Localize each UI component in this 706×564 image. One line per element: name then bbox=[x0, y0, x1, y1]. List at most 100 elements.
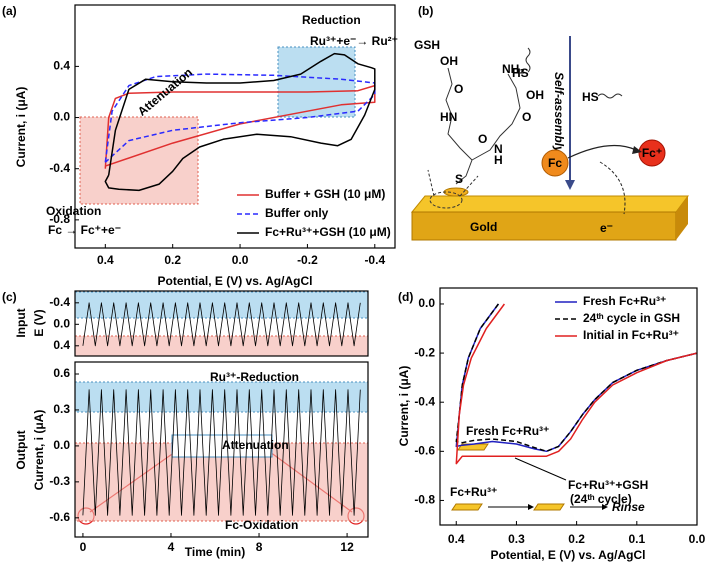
x-tick-label: 0.2 bbox=[164, 253, 181, 267]
highlight-region bbox=[74, 381, 369, 413]
molecule-name: GSH bbox=[414, 38, 440, 52]
annotation: Fc+Ru³⁺+GSH bbox=[568, 478, 648, 492]
y-tick-label: -0.3 bbox=[49, 474, 70, 488]
gold-front bbox=[411, 211, 677, 241]
mediator-label: Fc⁺ bbox=[642, 146, 662, 160]
y-tick-label: -0.6 bbox=[49, 510, 70, 524]
series-line bbox=[455, 303, 698, 453]
structure-label: N bbox=[494, 142, 503, 156]
y-tick-label: -0.4 bbox=[414, 394, 435, 408]
gold-side bbox=[676, 196, 688, 240]
series-line bbox=[82, 389, 361, 516]
x-tick-label: 0.0 bbox=[232, 253, 249, 267]
legend-label: Buffer only bbox=[265, 206, 329, 220]
x-tick-label: 0.4 bbox=[97, 253, 114, 267]
zoom-line bbox=[459, 175, 479, 197]
y-axis-label: Current, i (μA) bbox=[32, 410, 46, 491]
structure-label: HN bbox=[440, 110, 457, 124]
arrow-head bbox=[528, 504, 534, 510]
y-tick-label: 0.4 bbox=[53, 338, 70, 352]
y-tick-label: -0.8 bbox=[414, 493, 435, 507]
mediator-circle bbox=[638, 139, 666, 167]
annotation: Oxidation bbox=[46, 204, 101, 218]
y-tick-label: 0.4 bbox=[53, 59, 70, 73]
structure-bond bbox=[445, 67, 473, 185]
structure-label: O bbox=[522, 110, 531, 124]
panel-label: (a) bbox=[2, 4, 17, 18]
structure-label: S bbox=[455, 172, 463, 186]
annotation: Reduction bbox=[302, 13, 361, 27]
x-tick-label: 0.0 bbox=[689, 532, 706, 546]
gold-chip bbox=[451, 503, 483, 511]
y-axis-label: Current, i (μA) bbox=[397, 366, 411, 447]
annotation: Fresh Fc+Ru³⁺ bbox=[466, 424, 549, 438]
x-tick-label: 0 bbox=[80, 540, 87, 554]
x-tick-label: 8 bbox=[256, 540, 263, 554]
y-tick-label: 0.0 bbox=[53, 316, 70, 330]
annotation: Attenuation bbox=[222, 438, 289, 452]
structure-label: H bbox=[494, 153, 503, 167]
y-tick-label: 0.3 bbox=[53, 402, 70, 416]
highlight-region bbox=[79, 116, 199, 205]
annotation: Ru³⁺+e⁻→ Ru²⁺ bbox=[310, 34, 398, 48]
y-tick-label: 0.0 bbox=[53, 110, 70, 124]
highlight-region bbox=[277, 46, 356, 118]
pointer-line bbox=[514, 457, 567, 481]
x-tick-label: 0.2 bbox=[568, 532, 585, 546]
thiol-label: HS bbox=[582, 90, 599, 104]
gold-top bbox=[410, 195, 689, 213]
y-tick-label: -0.4 bbox=[49, 295, 70, 309]
annotation: Fc-Oxidation bbox=[225, 518, 298, 532]
series-line bbox=[455, 303, 698, 465]
plot-frame bbox=[439, 287, 698, 526]
legend-label: 24ᵗʰ cycle in GSH bbox=[583, 311, 680, 325]
diagram-b: Gold e⁻ GSH OH O HN O NH₂ OH O N H S HS … bbox=[410, 36, 689, 241]
structure-label: O bbox=[454, 82, 463, 96]
x-axis-label: Time (min) bbox=[185, 545, 245, 559]
series-line bbox=[104, 52, 376, 192]
x-tick-label: 0.4 bbox=[448, 532, 465, 546]
process-label: Self-assembly bbox=[552, 72, 566, 154]
x-axis-label: Potential, E (V) vs. Ag/AgCl bbox=[491, 548, 646, 562]
arrow-head bbox=[565, 180, 575, 190]
y-tick-label: -0.4 bbox=[49, 161, 70, 175]
arrow-head bbox=[632, 146, 642, 154]
y-tick-label: -0.8 bbox=[49, 212, 70, 226]
y-tick-label: -0.6 bbox=[414, 443, 435, 457]
panel-label: (b) bbox=[418, 4, 433, 18]
mediator-label: Fc bbox=[548, 156, 562, 170]
x-tick-label: 12 bbox=[340, 540, 354, 554]
y-axis-label: Current, i (μA) bbox=[14, 87, 28, 168]
y-axis-label: Input bbox=[14, 308, 28, 337]
annotation: Rinse bbox=[612, 500, 645, 514]
y-tick-label: 0.0 bbox=[53, 438, 70, 452]
structure-label: OH bbox=[526, 88, 544, 102]
zoom-line bbox=[427, 169, 435, 197]
series-line bbox=[82, 302, 361, 347]
structure-label: O bbox=[478, 132, 487, 146]
electron-arrow bbox=[599, 161, 626, 215]
mediator-circle bbox=[541, 149, 569, 177]
y-tick-label: 0.0 bbox=[418, 296, 435, 310]
annotation: (24ᵗʰ cycle) bbox=[570, 492, 632, 506]
structure-bond bbox=[471, 73, 521, 161]
x-tick-label: 0.3 bbox=[508, 532, 525, 546]
plot-frame bbox=[74, 290, 369, 357]
panel-label: (c) bbox=[2, 290, 17, 304]
plot-frame bbox=[74, 361, 369, 538]
structure-label: NH₂ bbox=[502, 62, 525, 76]
highlight-region bbox=[74, 291, 369, 319]
arrow-head bbox=[602, 504, 608, 510]
y-tick-label: 0.6 bbox=[53, 366, 70, 380]
legend-label: Fresh Fc+Ru³⁺ bbox=[583, 294, 666, 308]
structure-label: OH bbox=[440, 54, 458, 68]
legend-label: Fc+Ru³⁺+GSH (10 μM) bbox=[265, 225, 391, 239]
annotation: Fc → Fc⁺+e⁻ bbox=[48, 223, 121, 237]
x-tick-label: -0.4 bbox=[364, 253, 385, 267]
thiol-chain bbox=[597, 93, 623, 99]
reaction-arrow bbox=[567, 144, 637, 159]
thiol-label: HS bbox=[512, 66, 529, 80]
electron-label: e⁻ bbox=[600, 221, 613, 235]
x-axis-label: Potential, E (V) vs. Ag/AgCl bbox=[158, 274, 313, 288]
